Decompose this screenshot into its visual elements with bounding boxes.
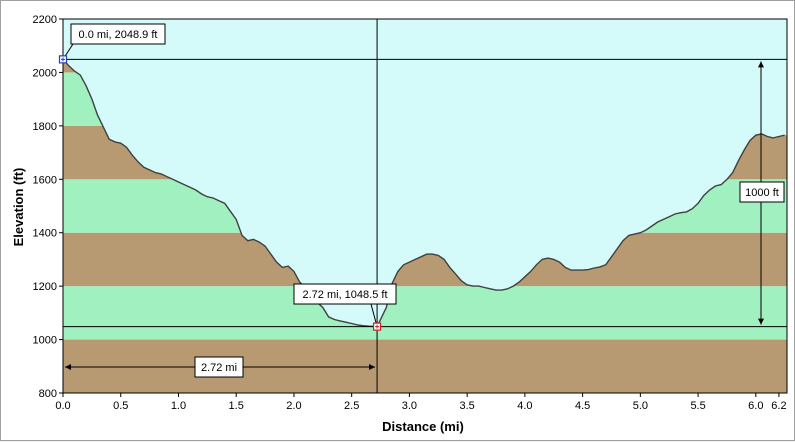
elevation-gain-label: 1000 ft bbox=[739, 181, 785, 203]
elevation-line bbox=[62, 58, 785, 328]
gain-arrow-head-top bbox=[758, 61, 764, 68]
point-markers bbox=[58, 55, 382, 331]
distance-arrow-head-right bbox=[369, 364, 376, 370]
y-tick-label: 1800 bbox=[33, 121, 57, 133]
plot-border bbox=[62, 18, 788, 394]
y-tick-label: 2200 bbox=[33, 14, 57, 26]
distance-label: 2.72 mi bbox=[194, 356, 244, 378]
elevation-band bbox=[63, 286, 787, 340]
x-tick-label: 4.5 bbox=[575, 400, 590, 412]
x-axis-title: Distance (mi) bbox=[382, 419, 464, 434]
svg-text:0.0 mi, 2048.9 ft: 0.0 mi, 2048.9 ft bbox=[79, 29, 158, 41]
y-axis-title: Elevation (ft) bbox=[11, 168, 26, 247]
x-tick-label: 2.0 bbox=[286, 400, 301, 412]
svg-text:2.72 mi, 1048.5 ft: 2.72 mi, 1048.5 ft bbox=[303, 289, 388, 301]
x-tick-label: 0.0 bbox=[55, 400, 70, 412]
plot-border-rect bbox=[62, 18, 788, 394]
start-label: 0.0 mi, 2048.9 ft bbox=[70, 23, 166, 45]
y-axis-ticks: 800 1000 1200 1400 1600 1800 2000 2200 bbox=[33, 14, 63, 400]
x-axis-ticks: 0.0 0.5 1.0 1.5 2.0 2.5 3.0 3.5 4.0 4.5 5.0 5.5 6.0 6… bbox=[55, 393, 787, 412]
svg-text:2.72 mi: 2.72 mi bbox=[201, 362, 237, 374]
x-tick-label: 5.0 bbox=[633, 400, 648, 412]
x-tick-label: 4.0 bbox=[517, 400, 532, 412]
y-tick-label: 800 bbox=[39, 388, 57, 400]
sky-fill bbox=[63, 19, 787, 327]
gain-arrow-head-bottom bbox=[758, 318, 764, 325]
x-tick-label: 1.5 bbox=[229, 400, 244, 412]
y-tick-label: 1400 bbox=[33, 228, 57, 240]
y-tick-label: 1600 bbox=[33, 174, 57, 186]
x-tick-label: 2.5 bbox=[344, 400, 359, 412]
x-tick-label: 1.0 bbox=[171, 400, 186, 412]
y-tick-label: 1200 bbox=[33, 281, 57, 293]
x-tick-label: 0.5 bbox=[113, 400, 128, 412]
cursor-label: 2.72 mi, 1048.5 ft bbox=[293, 283, 397, 305]
x-tick-label: 6.2 bbox=[771, 400, 786, 412]
sky-area bbox=[63, 19, 787, 327]
y-tick-label: 1000 bbox=[33, 335, 57, 347]
x-tick-label: 6.0 bbox=[748, 400, 763, 412]
svg-text:1000 ft: 1000 ft bbox=[745, 187, 779, 199]
y-tick-label: 2000 bbox=[33, 67, 57, 79]
elevation-band bbox=[63, 339, 787, 393]
x-tick-label: 3.5 bbox=[459, 400, 474, 412]
distance-arrow-head-left bbox=[65, 364, 71, 370]
x-tick-label: 5.5 bbox=[690, 400, 705, 412]
x-tick-label: 3.0 bbox=[402, 400, 417, 412]
profile-line bbox=[62, 58, 785, 328]
